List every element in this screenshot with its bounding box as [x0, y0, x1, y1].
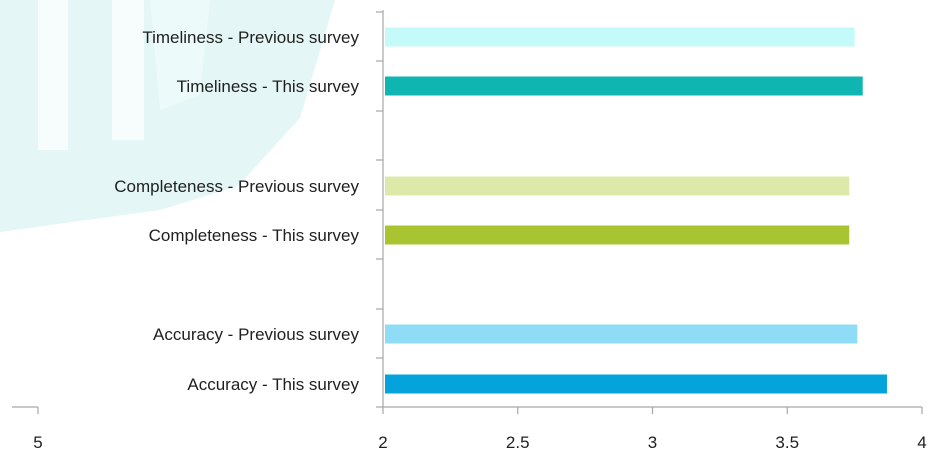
- category-label: Timeliness - Previous survey: [142, 28, 359, 47]
- x-axis-tick-label: 2.5: [506, 433, 530, 452]
- category-label: Timeliness - This survey: [177, 77, 360, 96]
- axes: 2 2.5 3 3.5 4: [376, 10, 927, 452]
- bar: [385, 374, 887, 394]
- x-axis-ticks: 2 2.5 3 3.5 4: [378, 407, 927, 452]
- category-label: Completeness - Previous survey: [114, 177, 359, 196]
- watermark-shape: [150, 0, 210, 110]
- category-label: Accuracy - This survey: [187, 375, 359, 394]
- watermark-stripe: [112, 0, 144, 140]
- bars: [385, 27, 887, 394]
- background-watermark: [0, 0, 335, 232]
- category-label: Completeness - This survey: [149, 226, 360, 245]
- bar: [385, 176, 850, 196]
- bar: [385, 225, 850, 245]
- bar: [385, 27, 855, 47]
- watermark-shape: [0, 0, 335, 232]
- x-axis-tick-label: 4: [917, 433, 926, 452]
- x-axis-tick-label: 3.5: [775, 433, 799, 452]
- left-axis: 5: [12, 406, 43, 452]
- bar: [385, 76, 863, 96]
- left-axis-tick-label: 5: [33, 433, 42, 452]
- category-label: Accuracy - Previous survey: [153, 325, 359, 344]
- category-labels: Timeliness - Previous survey Timeliness -…: [114, 28, 359, 394]
- bar: [385, 324, 858, 344]
- watermark-stripe: [38, 0, 68, 150]
- y-axis-ticks: [376, 11, 383, 408]
- x-axis-tick-label: 2: [378, 433, 387, 452]
- x-axis-tick-label: 3: [648, 433, 657, 452]
